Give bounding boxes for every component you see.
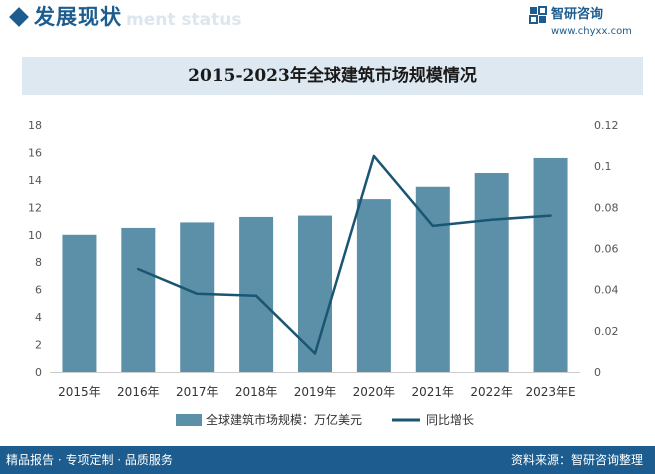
y-right-tick-label: 0.08	[594, 201, 619, 214]
chart-svg: 0 2 4 6 8 10 12 14 16 18 0 0.02 0.04 0.06 0.08 0.1 0.12 2…	[28, 119, 619, 427]
y-right-tick-label: 0.04	[594, 284, 619, 297]
bar	[298, 215, 332, 372]
chart-title: 2015-2023年全球建筑市场规模情况	[188, 66, 477, 86]
brand-name: 智研咨询	[551, 7, 604, 22]
y-left-tick-label: 6	[35, 284, 42, 297]
y-left-tick-label: 10	[28, 229, 42, 242]
section-subtitle: ment status	[126, 10, 242, 30]
series-line	[137, 154, 552, 355]
x-tick-label: 2017年	[176, 385, 219, 399]
brand-url: www.chyxx.com	[551, 26, 632, 37]
section-title: 发展现状	[34, 5, 122, 29]
x-tick-label: 2020年	[353, 385, 396, 399]
section-header: 发展现状 ment status 智研咨询 www.chyxx.com	[0, 0, 655, 46]
y-left-tick-label: 12	[28, 201, 42, 214]
y-left-tick-label: 14	[28, 174, 42, 187]
y-left-tick-label: 4	[35, 311, 42, 324]
footer-bar: 精品报告 · 专项定制 · 品质服务 资料来源：智研咨询整理	[0, 446, 655, 474]
y-right-tick-label: 0.06	[594, 243, 619, 256]
legend-bar-swatch	[176, 414, 202, 426]
brand-logo-block: 智研咨询 www.chyxx.com	[529, 6, 639, 40]
x-tick-label: 2022年	[470, 385, 513, 399]
y-left-tick-label: 0	[35, 366, 42, 379]
legend-bar-label: 全球建筑市场规模：万亿美元	[206, 412, 362, 427]
bar	[62, 234, 97, 372]
y-left-tick-label: 18	[28, 119, 42, 132]
y-left-tick-label: 16	[28, 146, 42, 159]
x-tick-label: 2021年	[412, 385, 455, 399]
bar	[121, 227, 156, 372]
y-left-tick-label: 2	[35, 339, 42, 352]
x-tick-label: 2015年	[58, 385, 101, 399]
y-right-tick-label: 0.12	[594, 119, 619, 132]
chart-title-band: 2015-2023年全球建筑市场规模情况	[22, 57, 643, 95]
legend-line-label: 同比增长	[426, 413, 474, 427]
chyxx-logo-icon	[529, 6, 547, 24]
x-tick-label: 2023年E	[525, 385, 575, 399]
bar	[415, 186, 450, 372]
y-right-tick-label: 0	[594, 366, 601, 379]
footer-source: 资料来源：智研咨询整理	[510, 453, 643, 467]
x-tick-label: 2019年	[294, 385, 337, 399]
y-left-tick-label: 8	[35, 256, 42, 269]
y-right-tick-label: 0.02	[594, 325, 619, 338]
bar	[533, 157, 568, 372]
x-tick-label: 2018年	[235, 385, 278, 399]
bar	[474, 173, 509, 372]
bar	[356, 199, 391, 372]
x-tick-label: 2016年	[117, 385, 160, 399]
y-right-tick-label: 0.1	[594, 160, 612, 173]
footer-slogan: 精品报告 · 专项定制 · 品质服务	[6, 453, 173, 467]
bar	[180, 222, 215, 372]
